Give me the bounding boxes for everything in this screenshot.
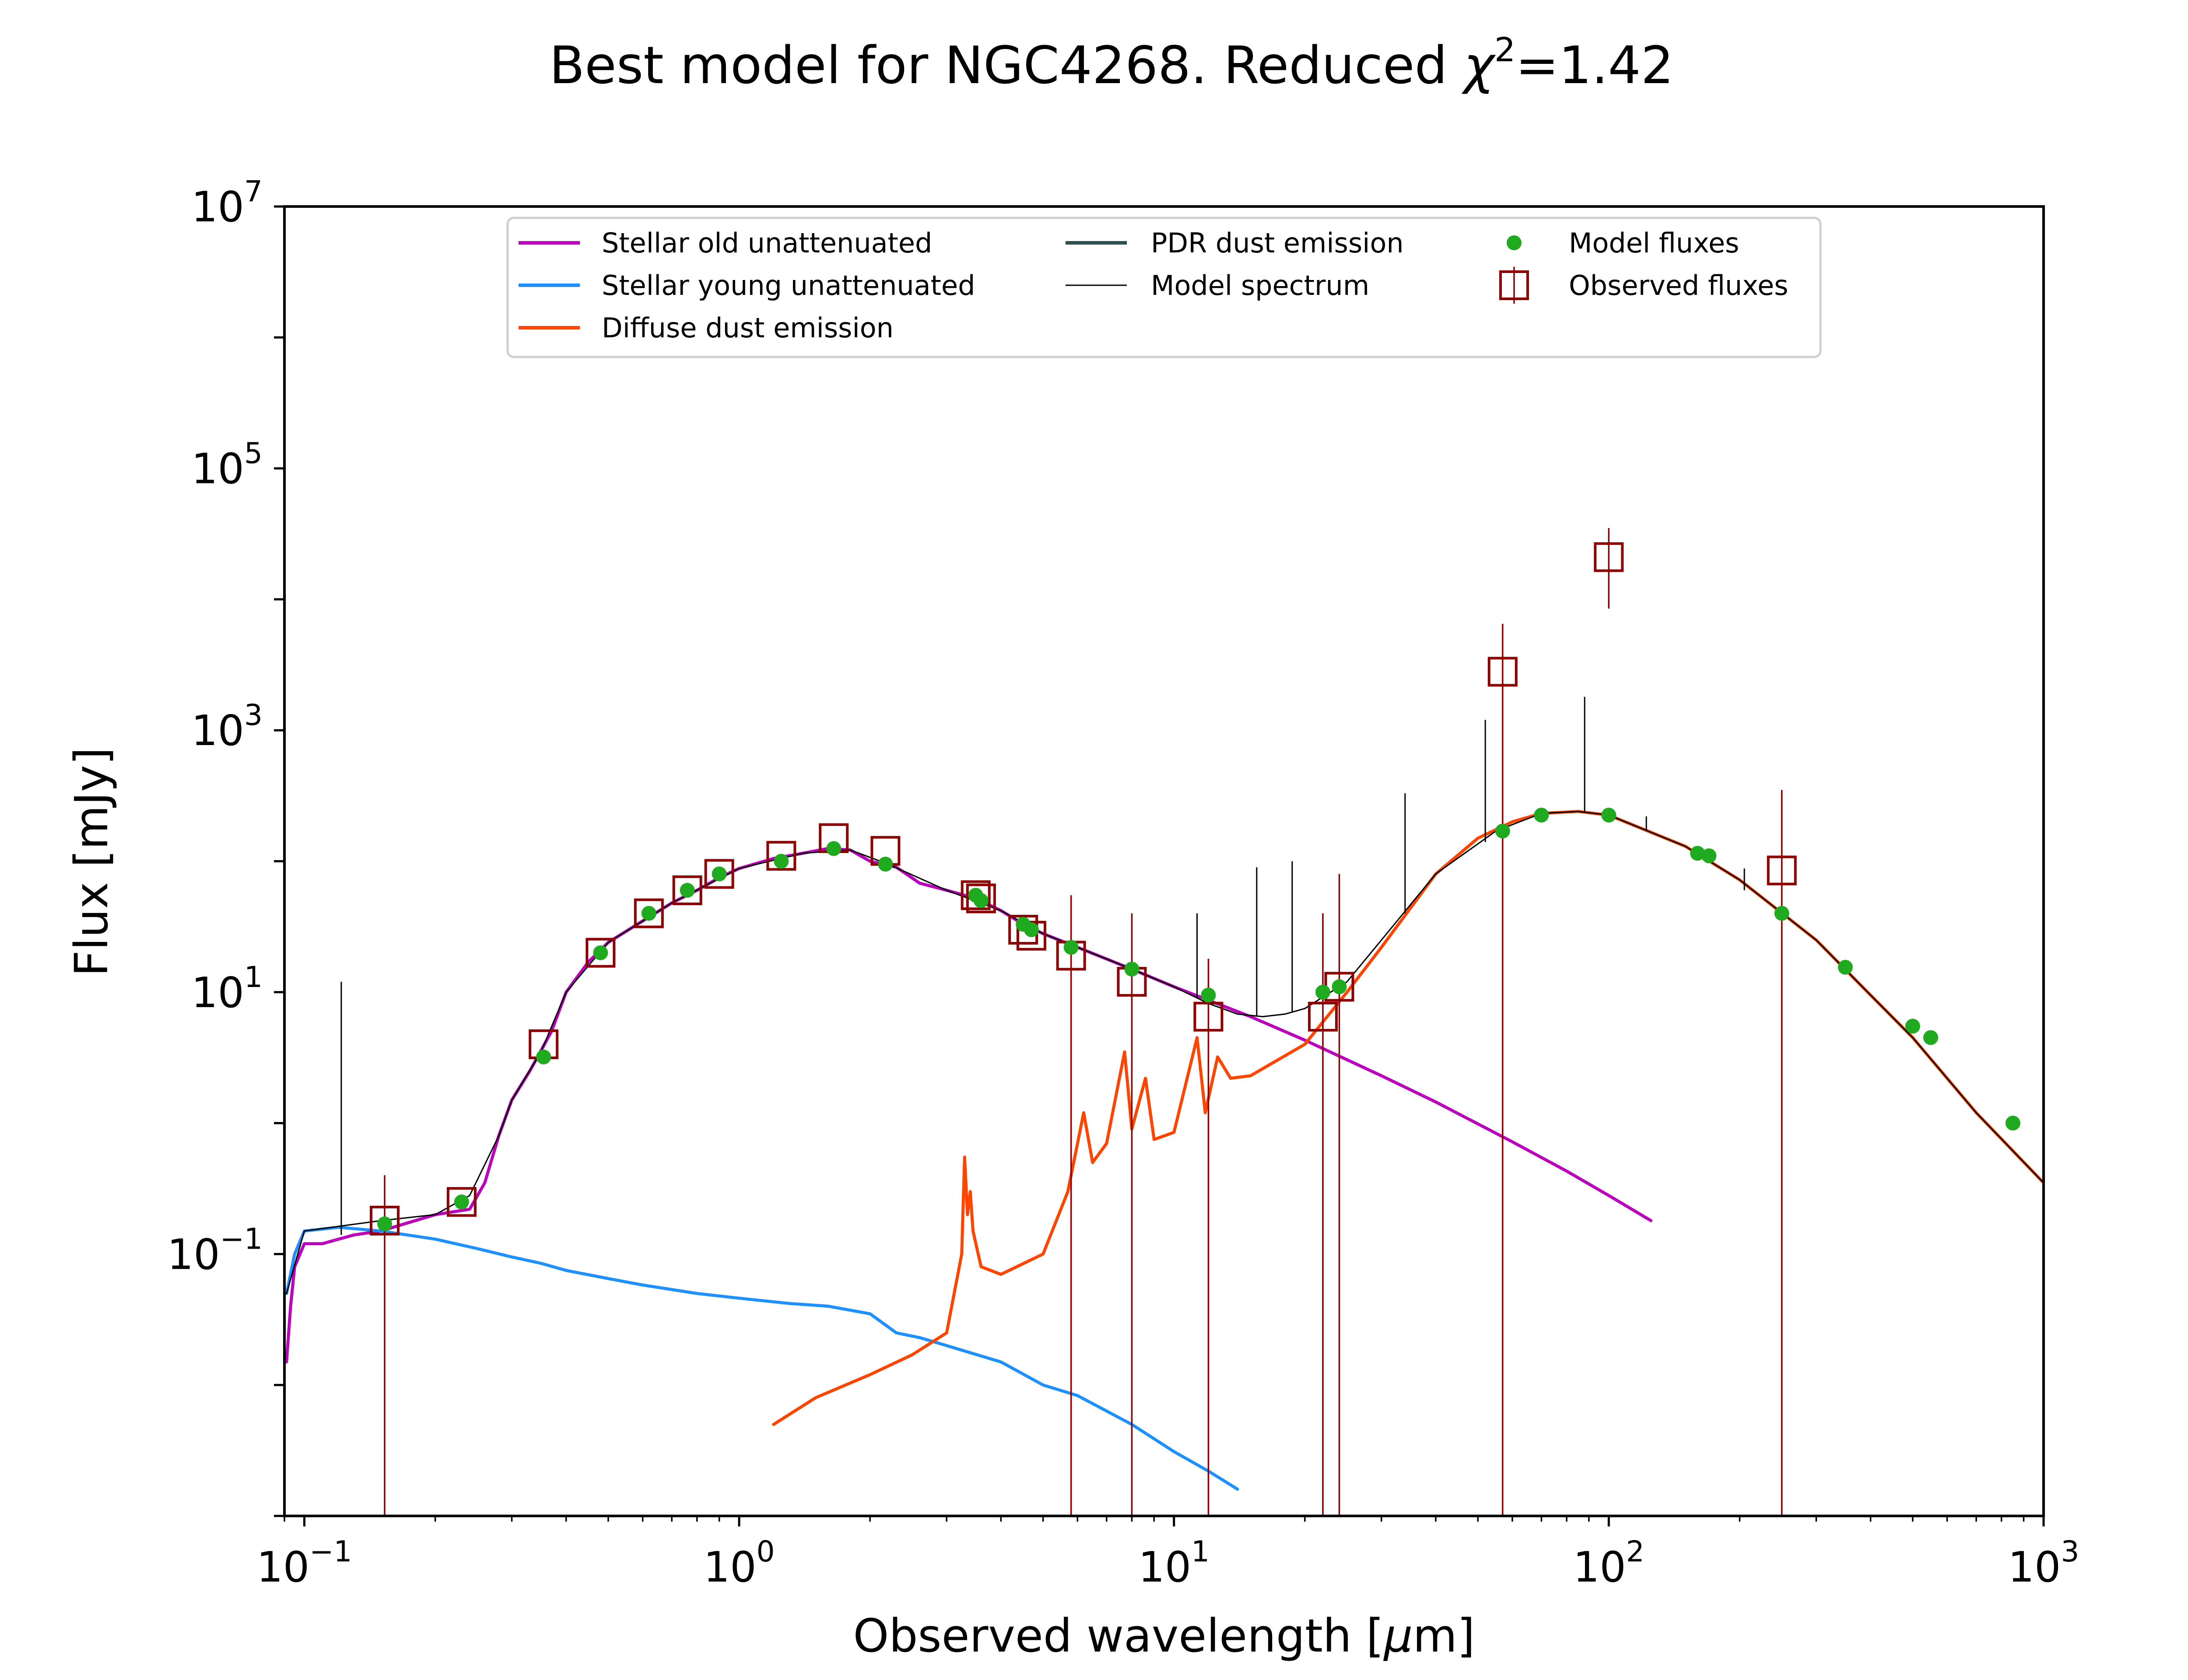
legend: Stellar old unattenuated Stellar young u…	[506, 217, 1822, 358]
x-tick-label: 101	[1138, 1535, 1210, 1592]
y-tick-label: 101	[191, 960, 263, 1017]
legend-label: Diffuse dust emission	[602, 312, 894, 344]
model-flux-point	[826, 841, 842, 856]
observed-flux-marker	[1308, 1001, 1338, 1032]
model-flux-point	[1024, 922, 1039, 937]
x-tick-label: 102	[1573, 1535, 1645, 1592]
model-flux-point	[1495, 823, 1510, 839]
observed-fluxes-layer	[369, 542, 1797, 1236]
y-tick-label: 105	[191, 437, 263, 494]
y-tick-labels: 10−1 101 103 105 107	[167, 175, 263, 1279]
y-tick-label: 10−1	[167, 1222, 263, 1279]
x-tick-labels: 10−1 100 101 102 103	[256, 1535, 2079, 1592]
model-flux-point	[1923, 1030, 1939, 1045]
model-flux-point	[2005, 1116, 2020, 1131]
series-line-stellar-old-unattenuated	[285, 847, 1653, 1364]
model-flux-point	[1315, 984, 1330, 1000]
legend-label: Stellar young unattenuated	[602, 270, 975, 301]
model-flux-point	[1063, 940, 1079, 955]
y-tick-label: 107	[191, 175, 263, 231]
series-line-stellar-young-unattenuated	[285, 1225, 1239, 1491]
model-flux-point	[1534, 808, 1549, 823]
model-flux-point	[1774, 906, 1789, 921]
observed-flux-marker	[586, 938, 616, 968]
legend-label: Model spectrum	[1151, 270, 1369, 301]
model-flux-point	[593, 945, 608, 960]
model-flux-point	[377, 1216, 392, 1232]
observed-flux-marker	[1487, 657, 1518, 687]
model-flux-point	[536, 1049, 551, 1064]
model-flux-point	[1124, 962, 1140, 977]
y-axis-label: Flux [mJy]	[65, 747, 118, 976]
observed-flux-marker	[1594, 542, 1624, 572]
model-flux-point	[1690, 846, 1705, 861]
curves-layer	[285, 696, 2044, 1491]
model-flux-point	[1837, 959, 1853, 975]
model-flux-point	[680, 882, 695, 898]
model-flux-point	[1332, 979, 1347, 994]
observed-flux-marker	[966, 883, 996, 914]
observed-flux-marker	[961, 880, 991, 910]
x-axis-label: Observed wavelength [μm]	[853, 1609, 1475, 1662]
model-flux-point	[1601, 808, 1616, 823]
observed-flux-marker	[1016, 920, 1046, 951]
observed-flux-marker	[446, 1187, 477, 1217]
observed-flux-marker	[704, 859, 734, 889]
legend-label: PDR dust emission	[1151, 227, 1404, 259]
observed-flux-marker	[1767, 855, 1797, 886]
observed-flux-marker	[766, 841, 796, 871]
model-flux-point	[774, 854, 789, 869]
model-flux-point	[641, 906, 656, 921]
errorbars-layer	[384, 528, 1783, 1516]
legend-box	[506, 217, 1822, 358]
model-flux-point	[1905, 1018, 1920, 1034]
plot-frame	[283, 205, 2045, 1517]
chart-title: Best model for NGC4268. Reduced χ2=1.42	[549, 30, 1674, 95]
model-flux-point	[454, 1194, 469, 1210]
legend-swatch-model-fluxes	[1507, 235, 1522, 250]
y-tick-label: 103	[191, 698, 263, 755]
model-flux-point	[878, 857, 893, 872]
model-flux-point	[973, 893, 989, 908]
observed-flux-marker	[672, 875, 702, 905]
x-tick-label: 100	[704, 1535, 775, 1592]
observed-flux-marker	[634, 898, 664, 928]
model-flux-point	[1201, 987, 1216, 1003]
observed-flux-marker	[1193, 1001, 1224, 1032]
model-fluxes-layer	[377, 808, 2020, 1232]
observed-flux-marker	[369, 1205, 400, 1236]
legend-label: Model fluxes	[1569, 227, 1739, 259]
series-line-diffuse-dust-emission	[772, 810, 2044, 1426]
series-line-model-spectrum	[286, 811, 2044, 1294]
x-tick-label: 103	[2008, 1535, 2079, 1592]
legend-label: Stellar old unattenuated	[602, 227, 932, 259]
legend-label: Observed fluxes	[1569, 270, 1788, 301]
x-tick-label: 10−1	[256, 1535, 352, 1592]
model-flux-point	[712, 866, 727, 882]
model-flux-point	[1701, 848, 1717, 864]
ticks-layer	[274, 205, 2045, 1526]
